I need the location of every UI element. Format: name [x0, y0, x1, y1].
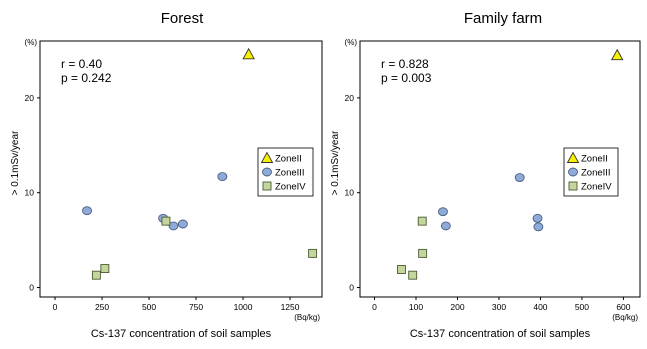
x-axis-label: Cs-137 concentration of soil samples [410, 328, 591, 340]
x-tick-label: 250 [95, 302, 109, 312]
y-axis-label: > 0.1mSv/year [10, 130, 21, 195]
legend-marker-square [262, 181, 272, 191]
legend-label: ZoneIV [275, 182, 306, 193]
x-tick-label: 0 [53, 302, 58, 312]
legend-marker-triangle [566, 151, 580, 163]
data-point-circle [168, 221, 179, 231]
data-point-square [100, 264, 110, 274]
data-point-circle [217, 172, 228, 182]
data-point-square [91, 270, 101, 280]
stat-text: r = 0.828 [381, 57, 429, 71]
legend: ZoneII ZoneIII ZoneIV [563, 147, 619, 197]
stat-text: r = 0.40 [61, 57, 102, 71]
legend: ZoneII ZoneIII ZoneIV [257, 147, 314, 197]
data-point-circle [82, 206, 92, 216]
x-unit-label: (Bq/kg) [294, 313, 320, 322]
x-unit-label: (Bq/kg) [612, 313, 638, 322]
x-tick-label: 600 [616, 302, 630, 312]
legend-label: ZoneIII [581, 168, 611, 179]
data-point-square [408, 270, 418, 280]
data-point-square [418, 248, 428, 258]
y-unit-label: (%) [25, 38, 38, 47]
legend-label: ZoneII [581, 154, 608, 165]
chart-panel-0: Forest (%) 0 10 20 0 250 500 750 1000 1250(Bq/kg) C… [10, 10, 323, 340]
data-point-circle [532, 213, 543, 223]
y-tick-label: 20 [25, 93, 35, 103]
x-tick-label: 200 [450, 302, 464, 312]
legend-marker-triangle [260, 151, 274, 163]
data-point-square [397, 265, 406, 274]
x-tick-label: 300 [492, 302, 506, 312]
y-tick-label: 20 [345, 93, 355, 103]
legend-marker-circle [262, 167, 272, 177]
x-tick-label: 100 [409, 302, 423, 312]
x-tick-label: 500 [575, 302, 589, 312]
x-tick-label: 1250 [281, 302, 300, 312]
y-axis-label: > 0.1mSv/year [330, 130, 341, 195]
x-tick-label: 0 [372, 302, 377, 312]
data-point-triangle [610, 48, 624, 61]
legend-label: ZoneIII [275, 168, 305, 179]
y-tick-label: 0 [29, 283, 34, 293]
y-tick-label: 10 [25, 188, 35, 198]
plot-frame [39, 40, 323, 298]
stat-text: p = 0.242 [61, 71, 112, 85]
data-point-square [308, 248, 318, 258]
legend-label: ZoneII [275, 154, 302, 165]
plot-frame [359, 40, 641, 298]
data-point-circle [440, 221, 451, 231]
x-tick-label: 1000 [234, 302, 253, 312]
x-axis-label: Cs-137 concentration of soil samples [91, 328, 272, 340]
data-point-circle [514, 173, 525, 182]
chart-title: Forest [161, 10, 204, 27]
stat-text: p = 0.003 [381, 71, 432, 85]
y-unit-label: (%) [345, 38, 358, 47]
x-tick-label: 400 [533, 302, 547, 312]
x-tick-label: 750 [189, 302, 203, 312]
x-tick-label: 500 [142, 302, 156, 312]
y-tick-label: 0 [349, 283, 354, 293]
data-point-triangle [242, 47, 255, 60]
data-point-square [417, 216, 427, 226]
chart-title: Family farm [464, 10, 542, 27]
legend-marker-circle [568, 167, 578, 177]
legend-label: ZoneIV [581, 182, 612, 193]
legend-marker-square [568, 181, 578, 191]
y-tick-label: 10 [345, 188, 355, 198]
data-point-circle [533, 222, 544, 232]
data-point-square [161, 216, 171, 226]
data-point-circle [177, 219, 188, 229]
data-point-circle [438, 207, 448, 217]
